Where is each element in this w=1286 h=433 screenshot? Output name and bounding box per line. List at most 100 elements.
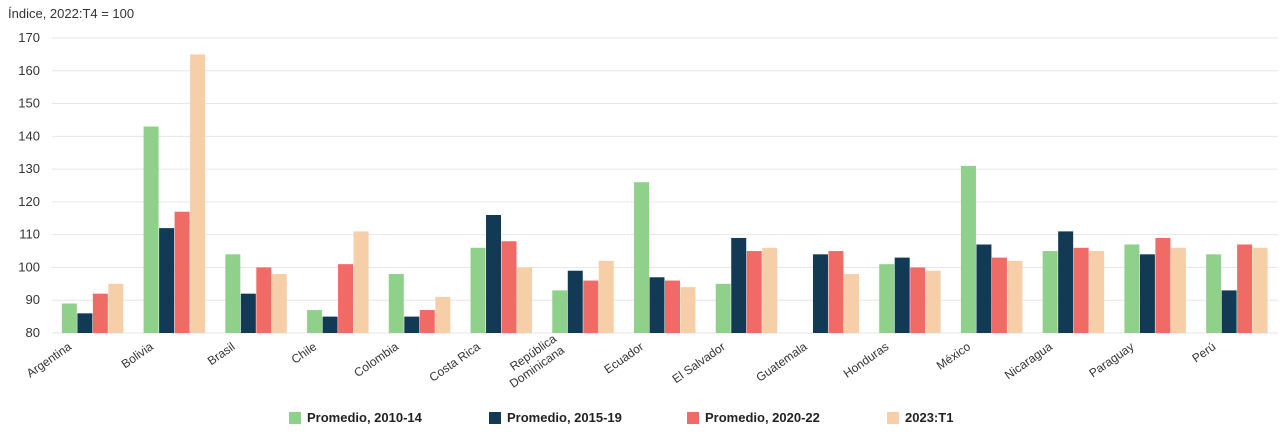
bar	[649, 277, 665, 333]
y-axis-ticks: 80 90 100 110 120 130 140 150 160 170	[18, 30, 40, 340]
x-tick-label: Chile	[289, 339, 320, 366]
bar	[240, 293, 256, 333]
bar	[731, 237, 747, 333]
bar	[1058, 231, 1074, 333]
legend: Promedio, 2010-14 Promedio, 2015-19 Promed…	[289, 410, 953, 425]
x-tick-label-line: Nicaragua	[1002, 339, 1055, 382]
bar	[322, 316, 338, 333]
bar	[61, 303, 77, 333]
x-tick-label-line: Bolivia	[119, 339, 156, 371]
x-tick-label-line: Brasil	[205, 339, 238, 368]
bar	[77, 313, 93, 333]
bar	[598, 260, 614, 333]
bar	[960, 165, 976, 333]
bar	[1073, 247, 1089, 333]
x-tick-label: Paraguay	[1086, 339, 1136, 380]
bar	[1124, 244, 1140, 333]
x-tick-label: Brasil	[205, 339, 238, 368]
bar	[1155, 237, 1171, 333]
x-tick-label-line: Ecuador	[601, 339, 646, 376]
legend-swatch	[887, 412, 899, 424]
x-tick-label: Ecuador	[601, 339, 646, 376]
y-tick-label: 100	[18, 259, 40, 274]
legend-entry: Promedio, 2010-14	[307, 410, 423, 425]
legend-swatch	[289, 412, 301, 424]
bar	[1170, 247, 1186, 333]
y-tick-label: 90	[26, 292, 40, 307]
bar	[828, 251, 844, 333]
legend-entry: Promedio, 2020-22	[705, 410, 820, 425]
y-tick-label: 80	[26, 325, 40, 340]
bar	[1042, 251, 1058, 333]
bar	[812, 254, 828, 333]
bar	[910, 267, 926, 333]
bar	[991, 257, 1007, 333]
bar	[159, 228, 175, 333]
legend-swatch	[489, 412, 501, 424]
bar	[225, 254, 241, 333]
y-tick-label: 120	[18, 194, 40, 209]
y-tick-label: 130	[18, 161, 40, 176]
bar	[1139, 254, 1155, 333]
x-tick-label: Honduras	[841, 339, 892, 380]
bar	[501, 241, 517, 333]
bar	[1221, 290, 1237, 333]
legend-entry: 2023:T1	[905, 410, 953, 425]
x-tick-label: El Salvador	[670, 339, 728, 386]
x-tick-label: México	[934, 339, 973, 372]
bar	[338, 264, 354, 333]
bar	[256, 267, 272, 333]
x-tick-label: Guatemala	[753, 339, 809, 384]
x-tick-label: Argentina	[24, 339, 74, 380]
x-axis-ticks: Argentina Bolivia Brasil Chile Colombia Costa…	[24, 331, 1218, 390]
bar	[470, 247, 486, 333]
bar	[190, 54, 206, 334]
bar	[353, 231, 369, 333]
bar	[1206, 254, 1222, 333]
y-tick-label: 160	[18, 63, 40, 78]
bar	[1007, 260, 1023, 333]
x-tick-label: Bolivia	[119, 339, 156, 371]
bar	[307, 310, 323, 333]
x-tick-label-line: El Salvador	[670, 339, 728, 386]
y-tick-label: 110	[19, 227, 40, 242]
x-tick-label: RepúblicaDominicana	[499, 331, 567, 390]
x-tick-label-line: Chile	[289, 339, 320, 366]
bar	[388, 274, 404, 333]
bar	[843, 274, 859, 333]
x-tick-label-line: Argentina	[24, 339, 74, 380]
legend-entry: Promedio, 2015-19	[507, 410, 622, 425]
x-tick-label-line: Costa Rica	[427, 339, 483, 384]
bars	[61, 54, 1268, 334]
bar	[174, 211, 190, 333]
bar	[486, 215, 502, 333]
y-tick-label: 170	[18, 30, 40, 45]
x-tick-label-line: Colombia	[351, 339, 401, 380]
y-axis-unit-label: Índice, 2022:T4 = 100	[8, 6, 134, 21]
bar	[680, 287, 696, 333]
x-tick-label: Costa Rica	[427, 339, 483, 384]
bar	[435, 296, 451, 333]
x-tick-label-line: Honduras	[841, 339, 892, 380]
x-tick-label-line: México	[934, 339, 973, 372]
bar	[1237, 244, 1253, 333]
bar	[567, 270, 583, 333]
bar	[665, 280, 680, 333]
bar	[92, 293, 108, 333]
x-tick-label: Nicaragua	[1002, 339, 1055, 382]
bar	[404, 316, 420, 333]
bar	[746, 251, 762, 333]
x-tick-label-line: Guatemala	[753, 339, 809, 384]
bar	[143, 126, 159, 333]
x-tick-label: Perú	[1189, 339, 1218, 365]
bar	[715, 283, 731, 333]
bar	[419, 310, 435, 333]
bar	[634, 182, 649, 333]
bar	[879, 264, 895, 333]
bar	[976, 244, 992, 333]
legend-swatch	[687, 412, 699, 424]
y-tick-label: 150	[18, 96, 40, 111]
bar	[108, 283, 124, 333]
bar	[894, 257, 910, 333]
